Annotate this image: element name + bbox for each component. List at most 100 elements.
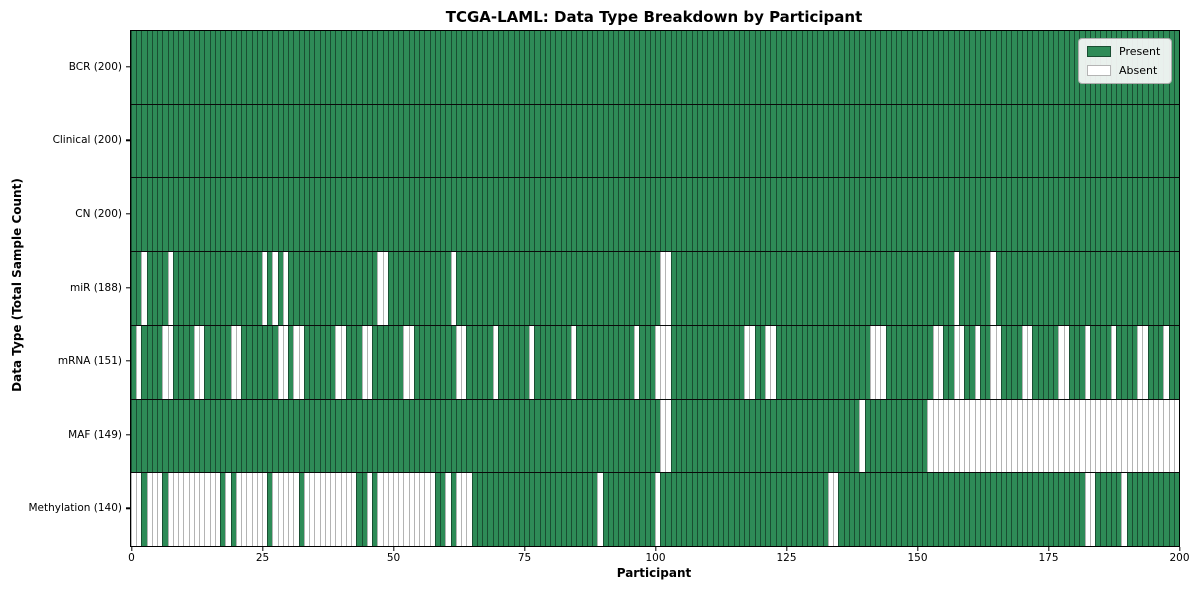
matrix-cell — [403, 178, 409, 252]
matrix-cell — [901, 31, 907, 104]
matrix-cell — [183, 473, 189, 547]
matrix-cell — [241, 473, 247, 547]
matrix-cell — [592, 473, 598, 547]
matrix-cell — [162, 399, 168, 473]
matrix-cell — [408, 178, 414, 252]
matrix-cell — [303, 104, 310, 178]
matrix-cell — [733, 325, 739, 399]
matrix-cell — [424, 325, 430, 399]
matrix-cell — [696, 31, 703, 104]
matrix-cell — [560, 473, 566, 547]
matrix-cell — [225, 252, 231, 325]
matrix-cell — [162, 473, 168, 547]
matrix-cell — [193, 473, 200, 547]
matrix-cell — [990, 252, 996, 325]
matrix-cell — [896, 252, 902, 325]
matrix-cell — [319, 473, 325, 547]
matrix-cell — [723, 104, 729, 178]
matrix-cell — [723, 178, 729, 252]
matrix-cell — [393, 325, 399, 399]
matrix-cell — [749, 31, 755, 104]
matrix-cell — [1173, 399, 1179, 473]
matrix-cell — [838, 399, 844, 473]
matrix-cell — [151, 473, 158, 547]
matrix-cell — [429, 104, 435, 178]
matrix-cell — [424, 104, 430, 178]
matrix-cell — [1152, 104, 1159, 178]
matrix-cell — [256, 325, 262, 399]
matrix-cell — [691, 325, 697, 399]
matrix-cell — [267, 104, 273, 178]
matrix-cell — [398, 473, 404, 547]
matrix-cell — [812, 252, 818, 325]
matrix-cell — [1079, 178, 1085, 252]
matrix-cell — [262, 252, 268, 325]
matrix-cell — [167, 325, 173, 399]
matrix-cell — [586, 252, 593, 325]
matrix-cell — [922, 252, 928, 325]
matrix-cell — [434, 399, 441, 473]
matrix-cell — [382, 473, 388, 547]
matrix-cell — [534, 473, 540, 547]
matrix-cell — [801, 31, 807, 104]
matrix-cell — [503, 325, 509, 399]
matrix-cell — [943, 399, 949, 473]
matrix-cell — [188, 325, 194, 399]
matrix-cell — [1100, 104, 1106, 178]
matrix-cell — [906, 399, 912, 473]
matrix-cell — [1105, 252, 1111, 325]
matrix-cell — [822, 473, 828, 547]
matrix-cell — [466, 399, 472, 473]
matrix-cell — [723, 325, 729, 399]
matrix-cell — [277, 31, 283, 104]
matrix-cell — [340, 252, 346, 325]
matrix-cell — [796, 104, 802, 178]
matrix-cell — [461, 473, 467, 547]
matrix-cell — [487, 399, 493, 473]
matrix-cell — [576, 325, 582, 399]
matrix-cell — [958, 31, 965, 104]
matrix-cell — [524, 399, 530, 473]
matrix-cell — [843, 473, 849, 547]
matrix-cell — [298, 31, 304, 104]
matrix-cell — [319, 178, 325, 252]
matrix-cell — [822, 325, 828, 399]
matrix-cell — [964, 325, 970, 399]
matrix-cell — [492, 178, 498, 252]
matrix-cell — [235, 31, 242, 104]
matrix-cell — [675, 178, 682, 252]
matrix-cell — [199, 178, 205, 252]
matrix-cell — [691, 399, 697, 473]
matrix-cell — [597, 31, 603, 104]
matrix-cell — [1105, 178, 1111, 252]
matrix-cell — [717, 325, 724, 399]
matrix-cell — [393, 252, 399, 325]
matrix-cell — [1100, 399, 1106, 473]
matrix-cell — [450, 31, 456, 104]
matrix-cell — [151, 178, 158, 252]
x-tick-label: 150 — [907, 552, 928, 564]
matrix-cell — [613, 31, 619, 104]
matrix-cell — [429, 325, 435, 399]
matrix-cell — [801, 325, 807, 399]
matrix-cell — [1163, 325, 1169, 399]
matrix-cell — [246, 178, 252, 252]
matrix-cell — [434, 178, 441, 252]
matrix-cell — [728, 473, 734, 547]
matrix-cell — [990, 178, 996, 252]
matrix-cell — [723, 252, 729, 325]
matrix-cell — [843, 104, 849, 178]
matrix-cell — [377, 104, 383, 178]
matrix-cell — [361, 399, 367, 473]
matrix-cell — [1011, 399, 1017, 473]
matrix-cell — [241, 252, 247, 325]
matrix-cell — [786, 31, 792, 104]
matrix-cell — [303, 325, 310, 399]
matrix-cell — [775, 399, 781, 473]
matrix-cell — [413, 399, 420, 473]
matrix-cell — [964, 178, 970, 252]
matrix-cell — [303, 178, 310, 252]
matrix-cell — [1027, 104, 1033, 178]
matrix-cell — [854, 104, 860, 178]
matrix-cell — [707, 252, 713, 325]
